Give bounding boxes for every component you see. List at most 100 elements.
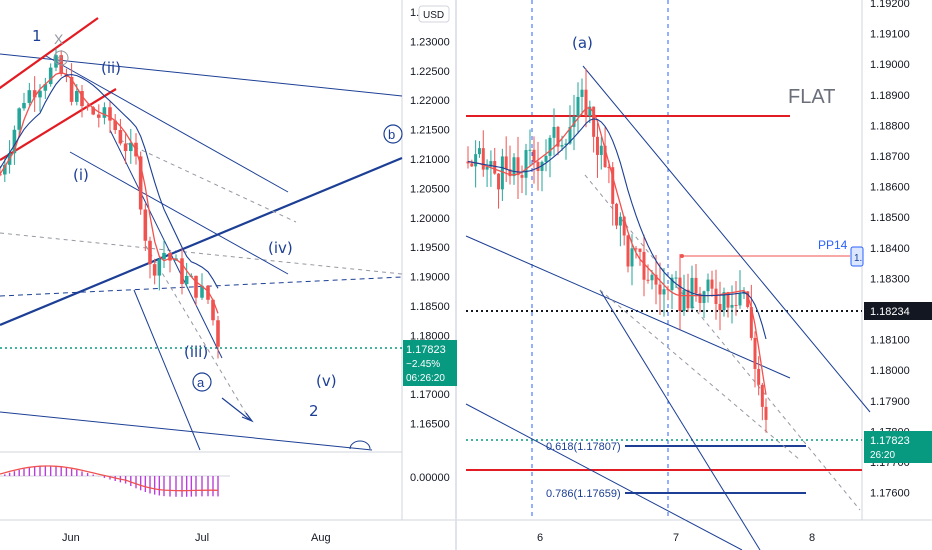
- right-candle-body: [682, 289, 686, 312]
- right-candle-body: [532, 149, 536, 162]
- left-price-badge: [403, 340, 457, 386]
- pp14-label: PP14: [818, 238, 848, 252]
- right-candle-body: [646, 279, 650, 281]
- right-candle-body: [595, 136, 599, 155]
- red-channel-lower: [0, 88, 117, 161]
- right-candle-body: [552, 126, 556, 138]
- wave-b-circle: [383, 124, 403, 144]
- right-candle-body: [564, 143, 568, 146]
- right-price-tick: 1.19000: [870, 59, 910, 71]
- right-candle-body: [489, 161, 493, 167]
- right-candle-body: [634, 248, 638, 250]
- right-price-tick: 1.18000: [870, 365, 910, 377]
- left-candle-body: [85, 106, 90, 108]
- right-candle-body: [746, 291, 750, 307]
- currency-label: USD: [423, 10, 444, 21]
- thick-trendline: [0, 156, 403, 327]
- right-candle-body: [508, 169, 512, 177]
- left-time-jul: Jul: [195, 532, 209, 544]
- left-time-jun: Jun: [62, 532, 80, 544]
- wave-1-label: 1: [32, 27, 42, 45]
- wave-x-label: X: [54, 31, 64, 47]
- left-candles: [0, 48, 230, 497]
- left-price-badge-countdown: 06:26:20: [406, 373, 445, 384]
- right-time-7: 7: [673, 532, 679, 544]
- right-candle-body: [658, 284, 662, 295]
- right-candle-body: [603, 145, 607, 168]
- right-candle-body: [662, 289, 666, 295]
- right-candle-body: [710, 279, 714, 289]
- right-candle-body: [599, 145, 603, 155]
- osc-signal-line: [0, 465, 219, 492]
- wave-c-circle: [53, 50, 69, 66]
- left-ma-fast: [0, 71, 219, 314]
- right-price-tick: 1.19100: [870, 29, 910, 41]
- right-drawings: [465, 0, 871, 550]
- left-price-tick: 1.20500: [410, 183, 450, 195]
- left-candle-body: [54, 55, 58, 68]
- left-candle-body: [157, 259, 162, 276]
- dashed-projection: [119, 139, 297, 223]
- right-candle-body: [470, 163, 474, 167]
- right-candle-body: [580, 89, 584, 97]
- right-price-tick: 1.18900: [870, 90, 910, 102]
- left-candle-body: [123, 143, 128, 152]
- right-candle-body: [622, 216, 626, 236]
- right-price-tick: 1.18600: [870, 182, 910, 194]
- right-candle-body: [540, 161, 544, 171]
- right-candles: [466, 68, 768, 433]
- left-price-badge-change: −2.45%: [406, 359, 440, 370]
- left-drawings: [0, 17, 403, 451]
- left-price-tick: 0.00000: [410, 472, 450, 484]
- right-candle-body: [497, 173, 501, 190]
- right-candle-body: [686, 289, 690, 309]
- channel-upper: [582, 65, 871, 413]
- right-candle-body: [611, 167, 615, 204]
- right-ma-slow: [467, 118, 767, 340]
- left-candle-body: [180, 258, 184, 285]
- left-candle-body: [102, 107, 107, 118]
- right-price-tick: 1.18800: [870, 120, 910, 132]
- currency-box[interactable]: [418, 5, 450, 23]
- right-candle-body: [568, 126, 572, 144]
- impulse-line: [109, 129, 223, 359]
- channel-lower: [465, 403, 743, 550]
- right-candle-body: [481, 148, 485, 170]
- right-price-tick: 1.18400: [870, 243, 910, 255]
- right-candle-body: [753, 337, 757, 369]
- right-price-tick: 1.18300: [870, 273, 910, 285]
- right-candle-body: [760, 384, 764, 407]
- wave-iii-label: (iii): [184, 343, 208, 361]
- left-price-tick: 1.23000: [410, 36, 450, 48]
- pp14-dot: [680, 254, 684, 258]
- left-candle-body: [80, 91, 84, 107]
- right-time-8: 8: [809, 532, 815, 544]
- right-candle-body: [678, 277, 682, 312]
- right-candle-body: [642, 251, 646, 280]
- right-candle-body: [638, 248, 642, 252]
- right-candle-body: [618, 216, 622, 226]
- left-price-tick: 1.22000: [410, 95, 450, 107]
- left-candle-body: [113, 120, 117, 131]
- right-candle-body: [572, 116, 576, 127]
- right-candle-body: [588, 106, 592, 117]
- left-candle-body: [129, 142, 133, 152]
- left-price-tick: 1.20000: [410, 213, 450, 225]
- right-candle-body: [734, 304, 738, 306]
- right-candle-body: [512, 157, 516, 177]
- right-price-tick: 1.17600: [870, 488, 910, 500]
- wave-ii-label: (ii): [101, 59, 121, 77]
- fib-618-label: 0.618(1.17807): [546, 441, 621, 453]
- right-price-badge-countdown: 26:20: [870, 450, 895, 461]
- right-candle-body: [548, 137, 552, 156]
- wave-i-label: (i): [73, 166, 89, 184]
- right-candle-body: [466, 161, 470, 164]
- right-candle-body: [504, 156, 508, 170]
- left-candle-body: [138, 156, 143, 210]
- pp14-badge: [850, 246, 864, 267]
- left-candle-body: [206, 285, 210, 300]
- left-candle-body: [97, 114, 101, 118]
- right-candle-body: [714, 288, 718, 304]
- wave-channel-b: [69, 151, 289, 275]
